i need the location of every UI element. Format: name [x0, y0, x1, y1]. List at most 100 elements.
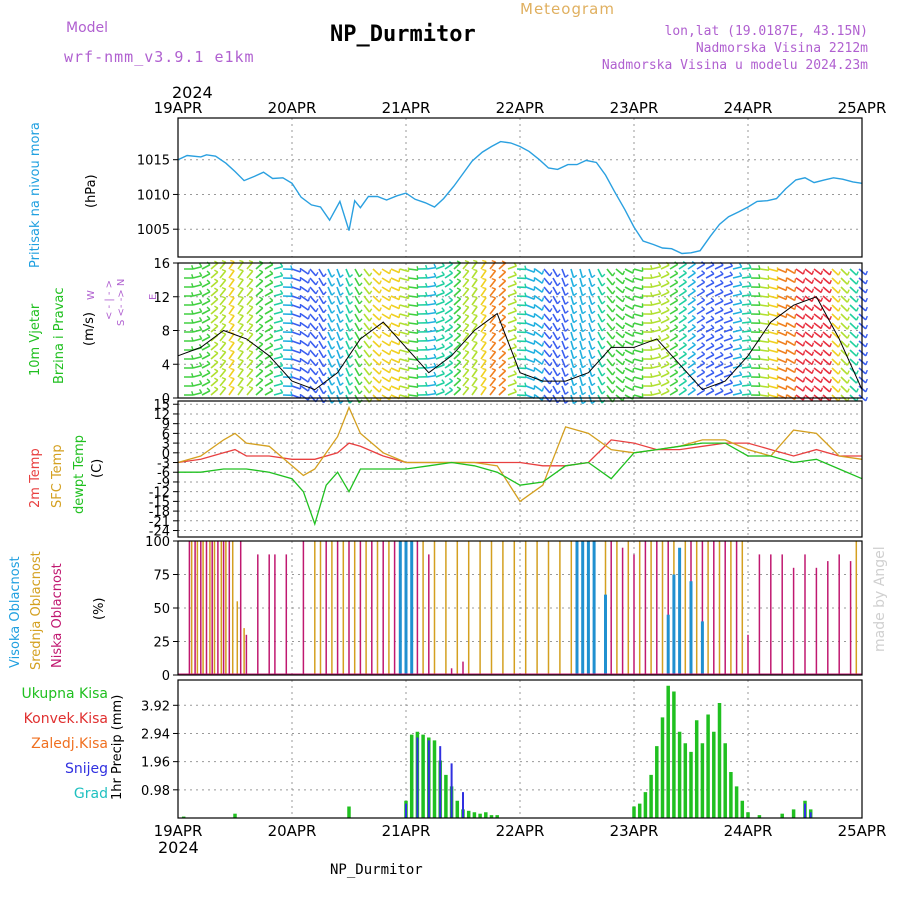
wind-barb-tick [198, 263, 203, 268]
wind-barb [831, 277, 840, 285]
wind-barb-tick [846, 280, 850, 285]
wind-barb [273, 337, 283, 342]
wind-barb [678, 380, 687, 387]
wind-barb [498, 334, 507, 342]
wind-barb-tick [368, 380, 373, 385]
wind-barb [489, 351, 497, 360]
wind-barb [498, 379, 507, 387]
wind-barb [300, 286, 309, 293]
wind-barb-tick [710, 360, 715, 365]
wind-barb [489, 369, 497, 378]
wind-barb [444, 308, 453, 315]
wind-barb [624, 349, 634, 355]
wind-barb [777, 376, 787, 382]
wind-barb [246, 306, 254, 315]
wind-barb [552, 313, 559, 323]
wind-barb-tick [820, 369, 824, 374]
wind-barb-tick [582, 382, 587, 387]
wind-barb-tick [657, 353, 662, 358]
wind-barb-tick [473, 376, 478, 380]
wind-barb-tick [738, 380, 743, 385]
wind-barb [408, 295, 419, 298]
wind-barb-tick [622, 288, 626, 293]
wind-barb-tick [573, 391, 578, 396]
wind-barb [408, 322, 419, 325]
pressure-unit: (hPa) [84, 174, 99, 208]
wind-barb-tick [206, 306, 211, 311]
wind-barb-tick [846, 379, 850, 384]
wind-barb-tick [855, 352, 859, 357]
wind-barb [399, 376, 409, 381]
wind-barb [831, 385, 840, 393]
wind-barb [471, 378, 478, 387]
wind-barb-tick [865, 396, 868, 402]
wind-barb [651, 364, 661, 369]
wind-barb-tick [729, 343, 734, 348]
wind-barb [570, 358, 575, 368]
wind-barb-tick [513, 325, 517, 330]
wind-barb [633, 277, 643, 282]
wind-barb [669, 353, 679, 360]
wind-barb-tick [290, 301, 293, 306]
y-tick-label: 3 [162, 437, 170, 452]
wind-barb [714, 300, 724, 306]
snow-bar [416, 737, 419, 818]
wind-barb [273, 265, 283, 270]
wind-barb-tick [424, 336, 428, 342]
wind-barb-tick [433, 362, 437, 367]
wind-barb [237, 297, 244, 306]
wind-barb [633, 349, 643, 354]
wind-barb [363, 358, 371, 367]
wind-barb [264, 317, 274, 324]
wind-barb-tick [855, 343, 859, 348]
wind-barb [525, 376, 535, 381]
wind-barb [264, 299, 274, 306]
wind-barb-tick [315, 289, 319, 295]
wind-barb [552, 304, 559, 314]
wind-barb-tick [748, 318, 752, 323]
wind-barb [795, 331, 804, 338]
wind-barb [669, 335, 679, 342]
wind-barb-tick [433, 317, 437, 322]
wind-barb [318, 277, 325, 287]
wind-barb [444, 380, 453, 387]
wind-barb [246, 297, 254, 306]
wind-barb [246, 369, 254, 378]
wind-barb-tick [846, 271, 850, 276]
wind-barb-tick [424, 309, 428, 315]
wind-barb-tick [448, 324, 453, 328]
wind-barb [849, 295, 858, 303]
wind-barb-tick [513, 388, 517, 393]
wind-barb-tick [846, 307, 850, 312]
wind-barb-tick [191, 381, 194, 387]
wind-barb-tick [339, 391, 344, 395]
wind-barb-tick [323, 309, 327, 314]
wind-barb-tick [206, 288, 211, 293]
wind-barb [579, 385, 584, 395]
wind-barb-tick [191, 363, 194, 369]
wind-barb [588, 385, 593, 395]
wind-barb [327, 367, 333, 377]
wind-barb [651, 265, 661, 270]
wind-barb [228, 288, 235, 297]
wind-barb [507, 391, 517, 396]
wind-barb [696, 389, 706, 396]
wind-barb-tick [191, 390, 194, 396]
wind-barb [462, 270, 470, 279]
wind-barb [660, 327, 670, 333]
wind-barb-tick [612, 371, 616, 376]
total-precip-bar [478, 813, 482, 818]
wind-barb-tick [198, 371, 203, 376]
y-tick-label: 2.94 [141, 727, 170, 742]
wind-barb [309, 376, 317, 385]
wind-barb [687, 272, 696, 279]
wind-barb-tick [339, 328, 344, 332]
wind-barb-tick [665, 315, 670, 320]
wind-barb-tick [767, 266, 770, 271]
wind-barb [228, 360, 235, 369]
wind-barb-tick [541, 288, 545, 293]
wind-barb [264, 371, 274, 378]
wind-barb-tick [811, 270, 815, 275]
wind-barb [273, 283, 283, 288]
wind-barb [741, 330, 752, 333]
